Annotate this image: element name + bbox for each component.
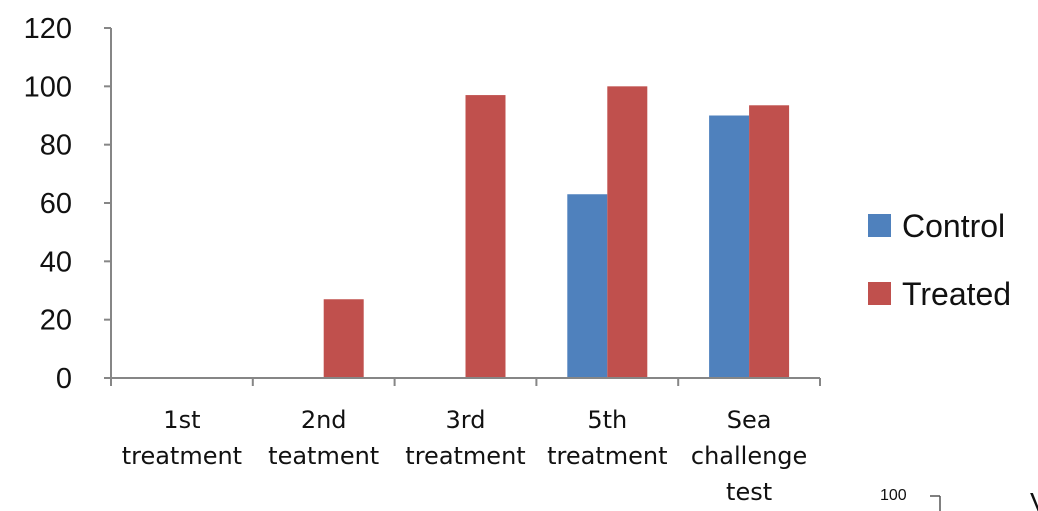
bar-control-4 — [567, 194, 608, 378]
y-tick-label: 100 — [24, 71, 72, 103]
x-tick-label: treatment — [405, 442, 525, 470]
bar-treated-3 — [465, 95, 506, 378]
legend-swatch-treated — [868, 282, 891, 305]
x-tick-label: teatment — [268, 442, 379, 470]
legend-label: Control — [902, 208, 1005, 244]
y-tick-label: 20 — [40, 305, 72, 337]
legend-swatch-control — [868, 214, 891, 237]
y-tick-label: 120 — [24, 13, 72, 45]
y-tick-label: 0 — [56, 363, 72, 395]
x-tick-label: 5th — [587, 406, 627, 434]
x-tick-label: 2nd — [301, 406, 347, 434]
y-tick-label: 80 — [40, 130, 72, 162]
x-tick-label: challenge — [691, 442, 807, 470]
x-tick-label: treatment — [122, 442, 242, 470]
bar-treated-5 — [749, 105, 790, 379]
bar-treated-4 — [607, 86, 648, 378]
x-tick-label: treatment — [547, 442, 667, 470]
fragment-tick-label: 100 — [880, 487, 907, 504]
legend-label: Treated — [902, 276, 1011, 312]
x-tick-label: 1st — [163, 406, 200, 434]
bar-control-5 — [709, 115, 750, 378]
y-tick-label: 60 — [40, 188, 72, 220]
bar-treated-2 — [323, 299, 364, 378]
x-tick-label: 3rd — [446, 406, 486, 434]
y-tick-label: 40 — [40, 246, 72, 278]
x-tick-label: Sea — [727, 406, 772, 434]
x-tick-label: test — [726, 478, 772, 506]
fragment-glyph: V — [1030, 487, 1038, 511]
